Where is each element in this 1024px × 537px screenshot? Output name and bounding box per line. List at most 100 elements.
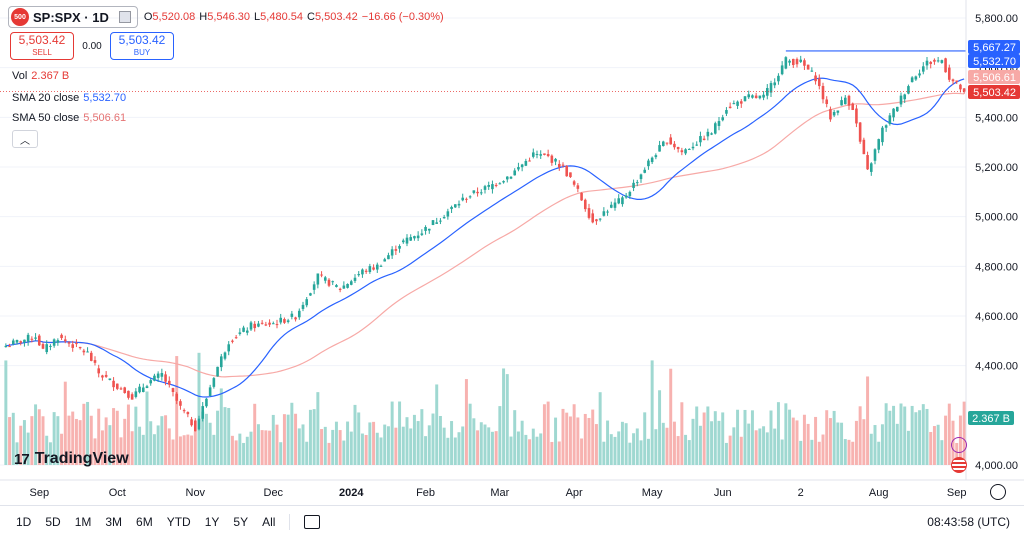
- candle-body: [427, 228, 431, 231]
- volume-bar: [602, 441, 606, 465]
- volume-bar: [182, 435, 186, 465]
- volume-bar: [606, 420, 610, 465]
- utc-clock[interactable]: 08:43:58 (UTC): [927, 514, 1010, 529]
- volume-bar: [680, 402, 684, 465]
- candle-body: [409, 237, 413, 241]
- candle-body: [219, 356, 223, 368]
- candle-body: [346, 283, 349, 288]
- range-1d[interactable]: 1D: [16, 514, 32, 529]
- volume-bar: [806, 423, 810, 465]
- range-5y[interactable]: 5Y: [233, 514, 249, 529]
- candle-body: [847, 95, 851, 106]
- volume-bar: [542, 404, 546, 465]
- candle-body: [673, 143, 676, 148]
- volume-bar: [862, 419, 866, 465]
- legend-sma20[interactable]: SMA 20 close 5,532.70: [12, 92, 127, 104]
- candle-body: [535, 154, 539, 156]
- y-tick-label: 5,400.00: [975, 112, 1018, 124]
- candle-body: [216, 366, 219, 377]
- range-6m[interactable]: 6M: [136, 514, 153, 529]
- ohlc-readout: O5,520.08 H5,546.30 L5,480.54 C5,503.42 …: [144, 11, 444, 23]
- volume-bar: [628, 442, 632, 465]
- candle-body: [86, 351, 89, 353]
- volume-bar: [906, 430, 910, 465]
- range-3m[interactable]: 3M: [105, 514, 123, 529]
- volume-bar: [401, 426, 405, 465]
- volume-bar: [710, 421, 714, 465]
- range-1y[interactable]: 1Y: [204, 514, 220, 529]
- volume-bar: [583, 413, 587, 465]
- date-range-icon[interactable]: [304, 514, 321, 529]
- volume-bar: [167, 428, 171, 465]
- legend-sma50[interactable]: SMA 50 close 5,506.61: [12, 112, 127, 124]
- candle-body: [483, 186, 487, 190]
- range-ytd[interactable]: YTD: [166, 514, 191, 529]
- volume-bar: [171, 439, 175, 465]
- candle-body: [780, 65, 784, 75]
- candle-body: [283, 319, 286, 323]
- symbol-selector[interactable]: 500 SP:SPX · 1D: [8, 6, 138, 28]
- candle-body: [795, 59, 799, 65]
- candle-body: [127, 390, 130, 398]
- price-chart[interactable]: 5,800.005,600.005,400.005,200.005,000.00…: [0, 0, 1024, 505]
- volume-bar: [204, 413, 208, 465]
- candle-body: [543, 153, 546, 155]
- candle-body: [145, 386, 149, 389]
- collapse-legend-button[interactable]: ︿: [12, 130, 38, 148]
- candle-body: [175, 393, 179, 401]
- candle-body: [862, 139, 866, 155]
- volume-bar: [379, 437, 383, 465]
- candle-body: [171, 388, 175, 393]
- tradingview-logo[interactable]: 17 TradingView: [14, 450, 129, 468]
- candle-body: [379, 265, 383, 267]
- candle-body: [465, 198, 468, 200]
- volume-bar: [903, 406, 907, 465]
- volume-bar: [565, 412, 569, 465]
- gear-icon[interactable]: [990, 484, 1006, 500]
- range-all[interactable]: All: [262, 514, 276, 529]
- volume-bar: [721, 412, 725, 465]
- volume-bar: [405, 417, 409, 465]
- candle-body: [706, 131, 710, 137]
- price-label-bg: [968, 54, 1020, 68]
- volume-bar: [505, 374, 509, 465]
- price-label: 5,532.70: [973, 56, 1016, 68]
- volume-bar: [609, 434, 613, 465]
- range-1m[interactable]: 1M: [74, 514, 92, 529]
- sell-button[interactable]: 5,503.42 SELL: [10, 32, 74, 60]
- candle-body: [26, 334, 30, 342]
- candle-body: [439, 220, 442, 222]
- candle-body: [205, 398, 208, 407]
- candle-body: [37, 335, 41, 346]
- buy-button[interactable]: 5,503.42 BUY: [110, 32, 174, 60]
- candle-body: [468, 196, 472, 198]
- volume-bar: [398, 401, 402, 465]
- volume-bar: [728, 435, 732, 465]
- volume-bar: [193, 431, 197, 465]
- us-flag-icon[interactable]: [951, 457, 967, 473]
- volume-bar: [19, 425, 23, 465]
- candle-body: [15, 339, 19, 343]
- volume-bar: [420, 409, 424, 465]
- volume-label-bg: [968, 411, 1014, 425]
- volume-bar: [56, 416, 60, 465]
- candle-body: [602, 211, 606, 216]
- lightning-icon[interactable]: [951, 437, 967, 453]
- volume-bar: [658, 390, 662, 465]
- volume-bar: [791, 417, 795, 465]
- candle-body: [401, 240, 405, 243]
- flag-icon[interactable]: [118, 11, 131, 23]
- volume-bar: [212, 434, 216, 465]
- volume-bar: [115, 410, 119, 465]
- candle-body: [632, 182, 635, 188]
- volume-bar: [724, 442, 728, 465]
- volume-bar: [691, 418, 695, 465]
- x-tick-label: Oct: [109, 487, 126, 499]
- volume-bar: [866, 376, 870, 465]
- candle-body: [253, 323, 257, 329]
- candle-body: [153, 375, 156, 381]
- legend-volume[interactable]: Vol 2.367 B: [12, 70, 70, 82]
- volume-bar: [464, 379, 468, 465]
- volume-bar: [245, 436, 249, 465]
- range-5d[interactable]: 5D: [45, 514, 61, 529]
